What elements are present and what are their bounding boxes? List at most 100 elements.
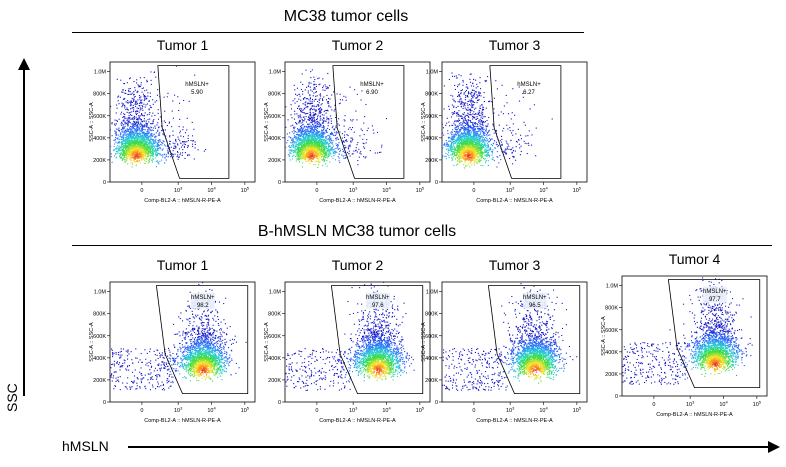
- flow-plot-svg: Tumor 2 0 200K 400K 600K 800K 1.0M 0 103 104 105 SS…: [264, 37, 431, 204]
- x-tick-label: 0: [472, 188, 475, 194]
- plot-ylabel: SSC-A :: SSC-A: [421, 322, 427, 362]
- y-tick-label: 200K: [93, 378, 106, 384]
- x-tick-label: 104: [382, 186, 391, 195]
- plot-title: Tumor 3: [489, 257, 541, 273]
- y-tick-label: 800K: [268, 312, 281, 318]
- plot-title: Tumor 1: [157, 257, 209, 273]
- y-tick-label: 600K: [268, 114, 281, 120]
- y-tick-label: 200K: [425, 158, 438, 164]
- y-tick-label: 0: [615, 394, 618, 400]
- gate-label: hMSLN+: [523, 295, 547, 301]
- flow-plot-svg: Tumor 1 0 200K 400K 600K 800K 1.0M 0 103 104 105 SS…: [89, 257, 256, 424]
- x-tick-label: 104: [539, 406, 548, 415]
- gate-label: hMSLN+: [191, 295, 215, 301]
- x-tick-label: 103: [506, 186, 515, 195]
- gate-label: hMSLN+: [703, 289, 727, 295]
- top-section-title: MC38 tumor cells: [283, 8, 409, 25]
- plot-title: Tumor 2: [332, 257, 384, 273]
- plot-xlabel: Comp-BL2-A :: hMSLN-R-PE-A: [144, 198, 221, 204]
- flow-plot-svg: Tumor 2 0 200K 400K 600K 800K 1.0M 0 103 104 105 SS…: [264, 257, 431, 424]
- y-axis-title: SSC: [4, 383, 20, 412]
- gate-label: hMSLN+: [517, 82, 541, 88]
- y-tick-label: 1.0M: [269, 290, 282, 296]
- plot-xlabel: Comp-BL2-A :: hMSLN-R-PE-A: [319, 418, 396, 424]
- gate-polygon: [155, 285, 249, 394]
- top-section-rule: [72, 32, 584, 33]
- plot-title: Tumor 1: [157, 37, 209, 53]
- y-tick-label: 600K: [605, 328, 618, 334]
- x-tick-label: 105: [241, 186, 250, 195]
- scatter-events: [442, 72, 553, 169]
- y-tick-label: 200K: [93, 158, 106, 164]
- flow-plot: Tumor 2 0 200K 400K 600K 800K 1.0M 0 103 104 105 SS…: [263, 36, 453, 204]
- plot-ylabel: SSC-A :: SSC-A: [421, 102, 427, 142]
- flow-plot: Tumor 2 0 200K 400K 600K 800K 1.0M 0 103 104 105 SS…: [263, 256, 453, 424]
- bottom-section-title: B-hMSLN MC38 tumor cells: [257, 223, 457, 240]
- gate-label-bg: [522, 292, 547, 309]
- y-tick-label: 800K: [605, 306, 618, 312]
- gate-label: hMSLN+: [366, 295, 390, 301]
- x-tick-label: 0: [140, 408, 143, 414]
- x-tick-label: 104: [719, 400, 728, 409]
- x-tick-label: 105: [573, 186, 582, 195]
- plot-xlabel: Comp-BL2-A :: hMSLN-R-PE-A: [319, 198, 396, 204]
- y-tick-label: 400K: [268, 356, 281, 362]
- gate-polygon: [487, 285, 581, 394]
- plot-ylabel: SSC-A :: SSC-A: [264, 102, 270, 142]
- gate-polygon: [667, 279, 761, 388]
- gate-value: 5.90: [191, 90, 203, 96]
- y-tick-label: 1.0M: [94, 70, 107, 76]
- x-tick-label: 103: [349, 186, 358, 195]
- gate-label: hMSLN+: [185, 82, 209, 88]
- x-tick-label: 103: [349, 406, 358, 415]
- plot-title: Tumor 2: [332, 37, 384, 53]
- x-tick-label: 0: [652, 402, 655, 408]
- y-tick-label: 400K: [93, 356, 106, 362]
- y-tick-label: 1.0M: [269, 70, 282, 76]
- x-axis-arrow: [128, 441, 780, 453]
- plot-ylabel: SSC-A :: SSC-A: [601, 316, 607, 356]
- y-tick-label: 400K: [425, 356, 438, 362]
- x-tick-label: 0: [315, 188, 318, 194]
- x-tick-label: 105: [753, 400, 762, 409]
- y-tick-label: 600K: [93, 114, 106, 120]
- plot-ylabel: SSC-A :: SSC-A: [89, 102, 95, 142]
- y-tick-label: 400K: [93, 136, 106, 142]
- x-tick-label: 0: [140, 188, 143, 194]
- y-tick-label: 0: [103, 180, 106, 186]
- y-tick-label: 800K: [425, 92, 438, 98]
- x-tick-label: 104: [539, 186, 548, 195]
- x-tick-label: 105: [416, 406, 425, 415]
- scatter-events: [285, 69, 388, 169]
- x-tick-label: 0: [472, 408, 475, 414]
- y-tick-label: 0: [435, 400, 438, 406]
- scatter-events: [285, 282, 415, 392]
- y-tick-label: 200K: [268, 378, 281, 384]
- scatter-events: [622, 277, 753, 385]
- gate-value: 98.2: [197, 303, 209, 309]
- x-tick-label: 105: [573, 406, 582, 415]
- y-tick-label: 1.0M: [426, 290, 439, 296]
- y-tick-label: 200K: [425, 378, 438, 384]
- gate-label-bg: [190, 292, 215, 309]
- scatter-events: [110, 282, 247, 391]
- flow-plot-svg: Tumor 3 0 200K 400K 600K 800K 1.0M 0 103 104 105 SS…: [421, 257, 588, 424]
- y-tick-label: 800K: [425, 312, 438, 318]
- gate-polygon: [330, 285, 424, 394]
- gate-value: 97.7: [709, 297, 721, 303]
- y-tick-label: 1.0M: [94, 290, 107, 296]
- scatter-events: [110, 65, 207, 168]
- plot-title: Tumor 4: [669, 251, 721, 267]
- x-axis-title: hMSLN: [62, 438, 109, 454]
- gate-polygon: [332, 65, 405, 179]
- gate-label-bg: [365, 292, 390, 309]
- y-tick-label: 800K: [93, 312, 106, 318]
- flow-plot: Tumor 3 0 200K 400K 600K 800K 1.0M 0 103 104 105 SS…: [420, 36, 610, 204]
- y-tick-label: 1.0M: [606, 284, 619, 290]
- x-tick-label: 0: [315, 408, 318, 414]
- y-tick-label: 200K: [605, 372, 618, 378]
- plot-xlabel: Comp-BL2-A :: hMSLN-R-PE-A: [656, 412, 733, 418]
- gate-polygon: [489, 65, 562, 179]
- plot-frame: [441, 61, 588, 183]
- y-tick-label: 400K: [605, 350, 618, 356]
